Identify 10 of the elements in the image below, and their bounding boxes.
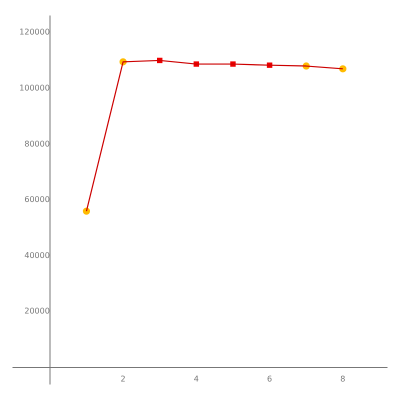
y-tick-label: 40000 (24, 250, 50, 260)
y-tick-label: 80000 (24, 139, 50, 148)
y-tick-label: 100000 (19, 83, 50, 92)
y-tick-label: 20000 (24, 306, 50, 316)
y-tick-label: 120000 (19, 28, 50, 37)
y-tick-label: 60000 (24, 195, 50, 204)
x-tick-label: 6 (267, 374, 272, 384)
x-tick-label: 4 (194, 374, 199, 384)
x-tick-label: 8 (340, 374, 346, 384)
x-tick-label: 2 (120, 374, 126, 384)
